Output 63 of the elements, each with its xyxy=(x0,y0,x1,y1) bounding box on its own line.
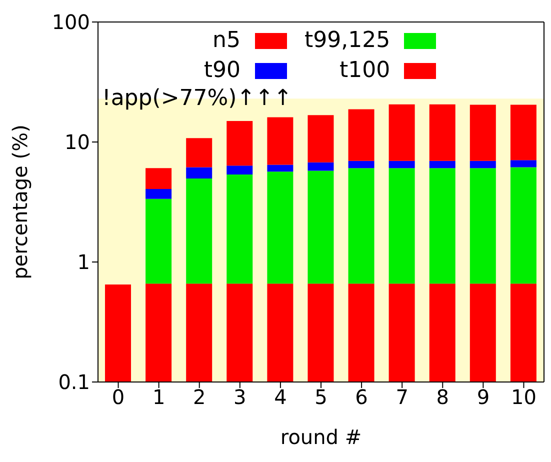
bar xyxy=(267,172,294,284)
x-axis-title: round # xyxy=(280,425,362,449)
x-tick-label: 9 xyxy=(476,385,490,410)
legend-label: t100 xyxy=(339,57,390,85)
bar xyxy=(388,168,415,284)
bar xyxy=(186,178,212,284)
y-tick-label: 0.1 xyxy=(58,370,90,394)
bar xyxy=(470,160,496,168)
legend-label: t90 xyxy=(204,57,240,85)
bar xyxy=(146,284,172,382)
bar xyxy=(348,160,374,168)
legend-label: t99,125 xyxy=(304,27,390,55)
bar xyxy=(186,284,212,382)
x-tick-label: 6 xyxy=(355,385,368,410)
bar xyxy=(308,170,334,284)
bar xyxy=(429,168,456,284)
band-label: !app(>77%)↑↑↑ xyxy=(102,86,292,112)
x-tick-label: 3 xyxy=(234,385,246,410)
bar xyxy=(348,109,374,161)
bar xyxy=(429,160,456,168)
bar xyxy=(470,284,496,382)
bar xyxy=(510,284,536,382)
x-tick-label: 7 xyxy=(396,385,408,410)
bar xyxy=(388,160,415,168)
y-axis-title: percentage (%) xyxy=(8,124,32,280)
bar xyxy=(308,284,334,382)
bar xyxy=(388,104,415,161)
bar xyxy=(105,284,131,382)
bar xyxy=(510,160,536,168)
bar xyxy=(146,188,172,199)
bar xyxy=(510,167,536,284)
x-tick-label: 0 xyxy=(112,385,125,410)
bar xyxy=(186,138,212,168)
bar xyxy=(348,284,374,382)
bar xyxy=(429,284,456,382)
bar xyxy=(308,115,334,162)
bar xyxy=(429,104,456,161)
x-tick-label: 10 xyxy=(511,385,536,410)
bar xyxy=(186,167,212,179)
bar xyxy=(226,284,253,382)
x-tick-label: 5 xyxy=(314,385,328,410)
bar xyxy=(388,284,415,382)
x-tick-label: 2 xyxy=(192,385,206,410)
bar xyxy=(470,168,496,284)
y-tick-label: 10 xyxy=(64,130,90,154)
x-tick-label: 4 xyxy=(274,385,287,410)
x-tick-label: 1 xyxy=(152,385,166,410)
bar xyxy=(267,117,294,165)
bar xyxy=(308,162,334,171)
bar xyxy=(226,174,253,284)
bar xyxy=(267,284,294,382)
bar xyxy=(226,166,253,174)
bar xyxy=(146,168,172,189)
bar xyxy=(470,104,496,161)
y-tick-label: 100 xyxy=(52,10,90,34)
bar xyxy=(348,168,374,284)
bar xyxy=(226,121,253,166)
bar xyxy=(267,164,294,172)
y-tick-label: 1 xyxy=(77,250,90,274)
bar xyxy=(510,104,536,160)
bar xyxy=(146,198,172,284)
x-tick-label: 8 xyxy=(436,385,450,410)
legend-label: n5 xyxy=(212,27,240,55)
